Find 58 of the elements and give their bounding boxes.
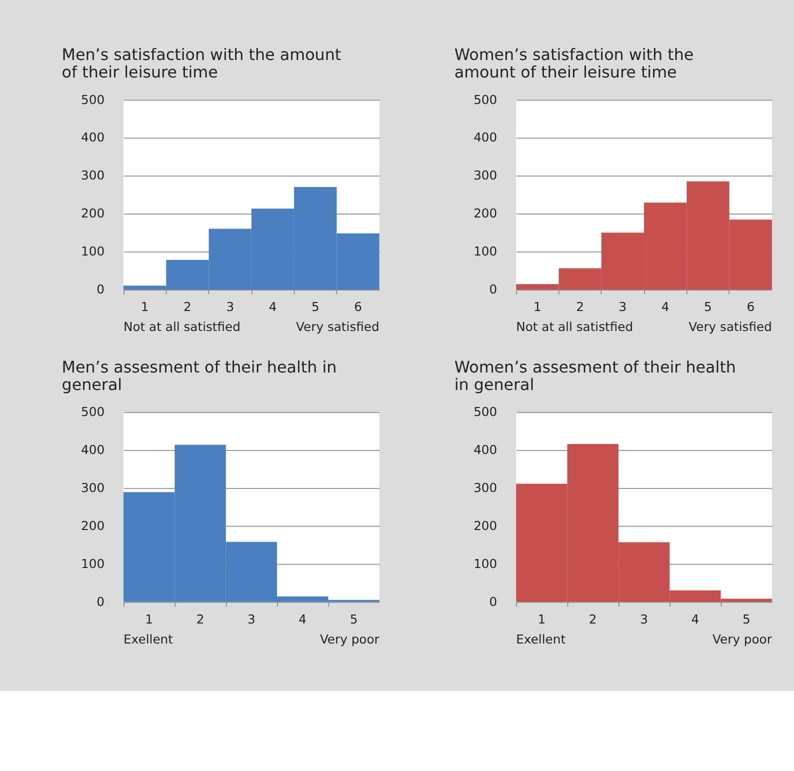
x-tick-label: 2 <box>184 300 192 314</box>
y-tick-label: 200 <box>80 518 105 533</box>
x-tick-label: 1 <box>145 612 154 626</box>
y-tick-label: 0 <box>489 282 498 296</box>
chart-title: Men’s assesment of their health in general <box>62 357 337 394</box>
y-tick-label: 300 <box>474 168 498 183</box>
y-tick-label: 0 <box>96 282 105 296</box>
y-tick-label: 300 <box>474 480 498 495</box>
x-tick-label: 4 <box>268 300 277 314</box>
x-tick-label: 5 <box>742 612 750 626</box>
y-tick-label: 500 <box>80 92 105 107</box>
y-tick-label: 200 <box>474 518 498 533</box>
y-tick-label: 0 <box>489 594 498 609</box>
y-tick-label: 100 <box>474 556 498 571</box>
chart-title: Men’s satisfaction with the amount of their leisure time <box>62 45 342 82</box>
text: Exellent <box>124 632 174 646</box>
x-tick-label: 4 <box>298 612 307 626</box>
y-tick-label: 400 <box>80 443 105 458</box>
text: Exellent <box>516 632 566 646</box>
y-tick-label: 0 <box>96 594 105 609</box>
y-tick-label: 100 <box>474 244 498 259</box>
y-tick-label: 200 <box>474 206 498 221</box>
x-tick-label: 5 <box>704 300 712 314</box>
x-tick-label: 4 <box>691 612 700 626</box>
x-tick-label: 6 <box>354 300 362 314</box>
chart-title: Women’s assesment of their health in general <box>454 357 736 394</box>
x-tick-label: 2 <box>576 300 584 314</box>
y-tick-label: 400 <box>80 130 105 145</box>
x-tick-label: 1 <box>533 300 542 314</box>
x-tick-label: 3 <box>226 300 234 314</box>
x-tick-label: 2 <box>196 612 204 626</box>
x-tick-label: 6 <box>746 300 755 314</box>
text: Very poor <box>712 632 773 646</box>
text: Very satisfied <box>296 320 380 334</box>
x-tick-label: 1 <box>538 612 546 626</box>
x-tick-label: 5 <box>350 612 358 626</box>
text: Very satisfied <box>688 320 772 334</box>
y-tick-label: 300 <box>80 168 105 183</box>
text: Not at all satistfied <box>516 320 634 334</box>
x-tick-label: 2 <box>588 612 597 626</box>
chart-title: Women’s satisfaction with the amount of their leisure time <box>454 45 694 82</box>
y-tick-label: 500 <box>474 92 498 107</box>
y-tick-label: 400 <box>474 130 498 145</box>
y-tick-label: 100 <box>80 556 105 571</box>
y-tick-label: 300 <box>80 480 105 495</box>
y-tick-label: 500 <box>80 405 105 420</box>
x-tick-label: 4 <box>661 300 670 314</box>
x-tick-label: 1 <box>140 300 149 314</box>
y-tick-label: 100 <box>80 244 105 259</box>
x-tick-label: 3 <box>248 612 256 626</box>
text: Very poor <box>320 632 380 646</box>
y-tick-label: 500 <box>474 405 498 420</box>
text: Not at all satistfied <box>124 320 240 334</box>
y-tick-label: 200 <box>80 206 105 221</box>
y-tick-label: 400 <box>474 443 498 458</box>
x-tick-label: 3 <box>640 612 648 626</box>
x-tick-label: 5 <box>311 300 320 314</box>
x-tick-label: 3 <box>618 300 627 314</box>
